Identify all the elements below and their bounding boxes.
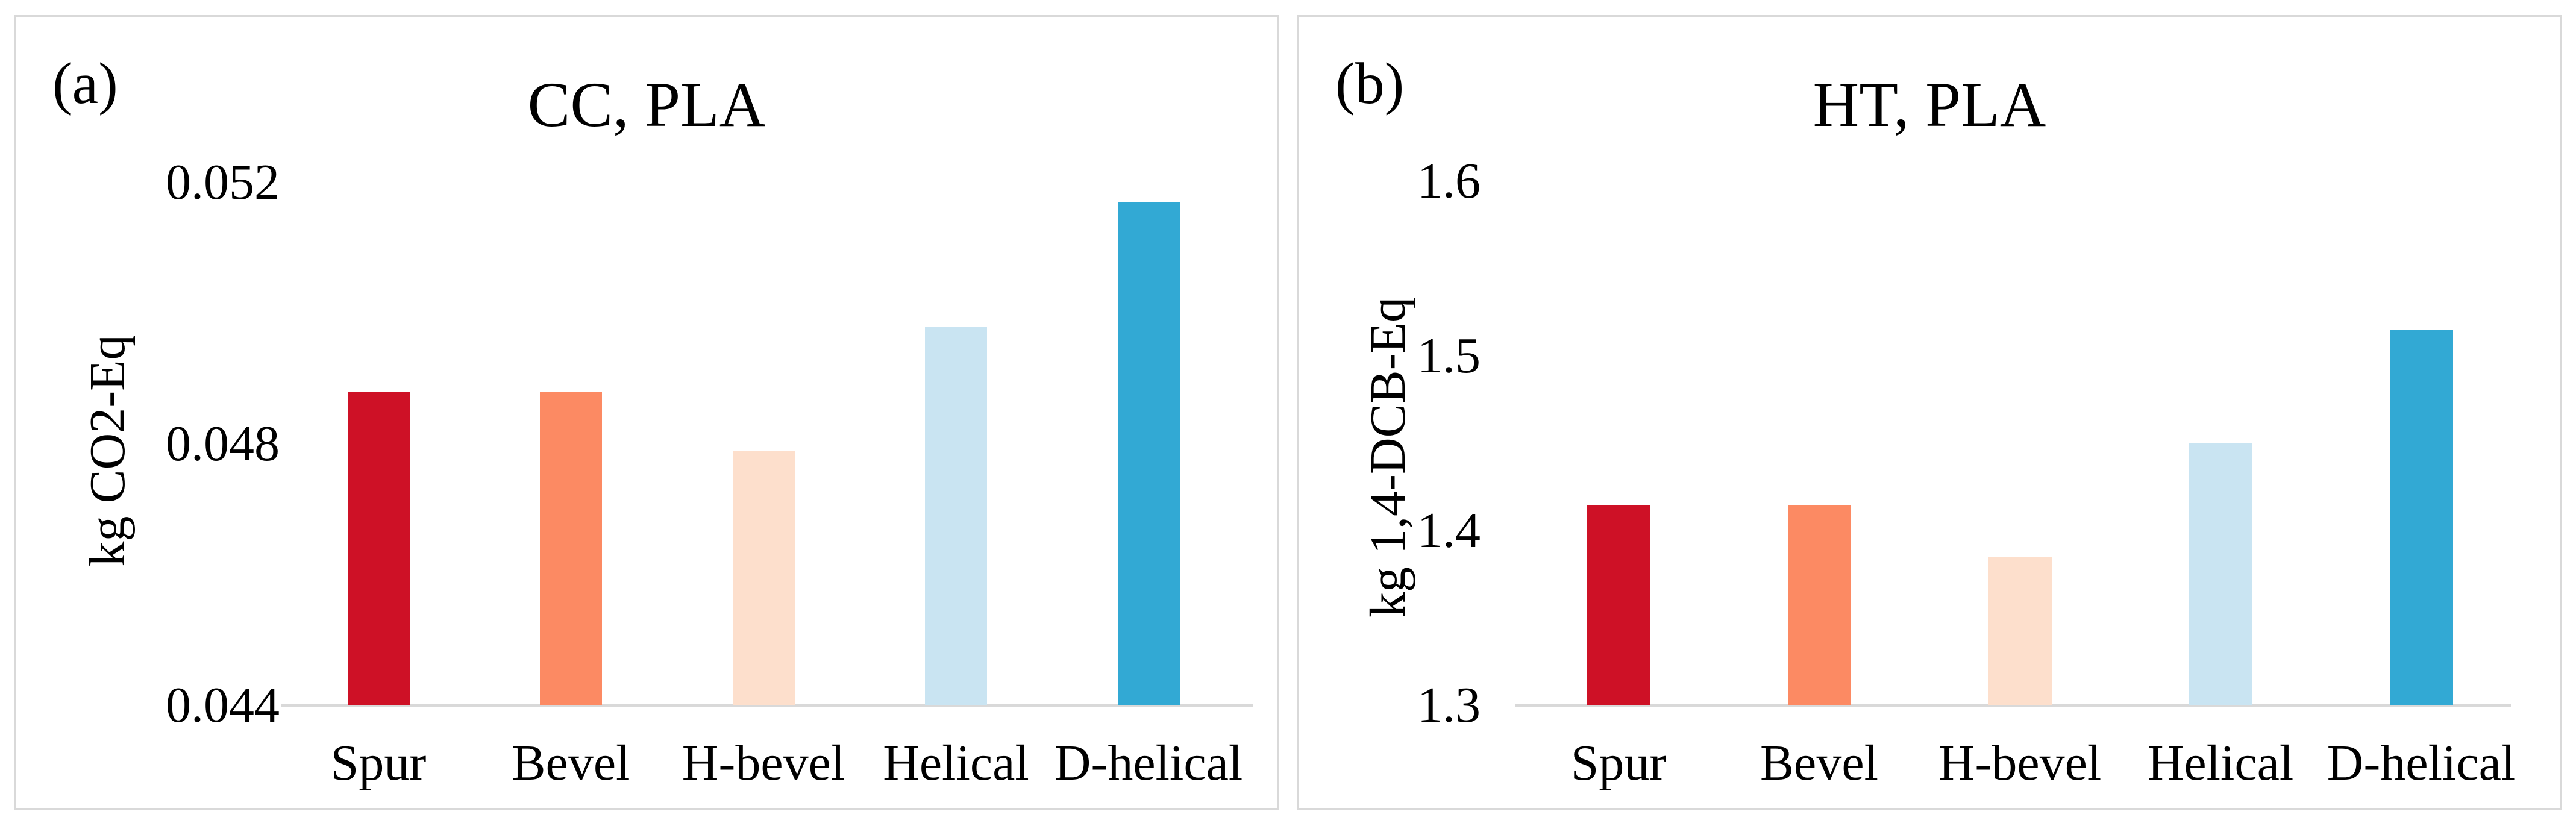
x-category-label: Helical xyxy=(2147,735,2294,791)
y-tick-label: 1.6 xyxy=(1417,153,1481,209)
x-category-label: D-helical xyxy=(1054,735,1243,791)
panel-a-title: CC, PLA xyxy=(527,69,766,140)
x-axis-baseline xyxy=(281,704,1253,707)
x-category-label: H-bevel xyxy=(682,735,845,791)
y-tick-label: 1.5 xyxy=(1417,328,1481,384)
y-tick-label: 1.4 xyxy=(1417,502,1481,558)
x-category-label: Spur xyxy=(330,735,427,791)
x-category-label: Helical xyxy=(883,735,1029,791)
chart-panel-a: (a) CC, PLA kg CO2-Eq 0.044 0.048 0.052 Spu… xyxy=(14,15,1279,810)
panel-b-corner-label: (b) xyxy=(1335,51,1405,116)
x-category-label: Bevel xyxy=(1760,735,1878,791)
x-category-label: Bevel xyxy=(512,735,630,791)
bar-d-helical xyxy=(1117,202,1180,705)
bar-h-bevel xyxy=(732,450,795,705)
x-axis-baseline xyxy=(1515,704,2511,707)
bar-bevel xyxy=(1787,504,1851,705)
panel-b-title: HT, PLA xyxy=(1813,69,2046,140)
panel-a-plot-area: 0.044 0.048 0.052 Spur Bevel H-bevel Helical D-… xyxy=(16,17,1277,808)
bar-h-bevel xyxy=(1988,557,2052,705)
x-category-label: Spur xyxy=(1570,735,1667,791)
bar-spur xyxy=(1587,504,1650,705)
panel-a-corner-label: (a) xyxy=(52,51,118,116)
chart-panel-b: (b) HT, PLA kg 1,4-DCB-Eq 1.3 1.4 1.5 1.6 Sp… xyxy=(1297,15,2562,810)
bar-helical xyxy=(2189,443,2252,705)
y-tick-label: 1.3 xyxy=(1417,677,1481,733)
bar-spur xyxy=(347,392,410,705)
panel-b-plot-area: 1.3 1.4 1.5 1.6 Spur Bevel H-bevel Helical D-hel… xyxy=(1299,17,2560,808)
bar-bevel xyxy=(540,392,602,705)
y-tick-label: 0.052 xyxy=(166,154,280,210)
y-tick-label: 0.044 xyxy=(166,677,280,733)
x-category-label: H-bevel xyxy=(1938,735,2102,791)
bar-d-helical xyxy=(2389,330,2453,705)
bar-helical xyxy=(925,326,987,705)
y-tick-label: 0.048 xyxy=(166,416,280,472)
x-category-label: D-helical xyxy=(2327,735,2516,791)
